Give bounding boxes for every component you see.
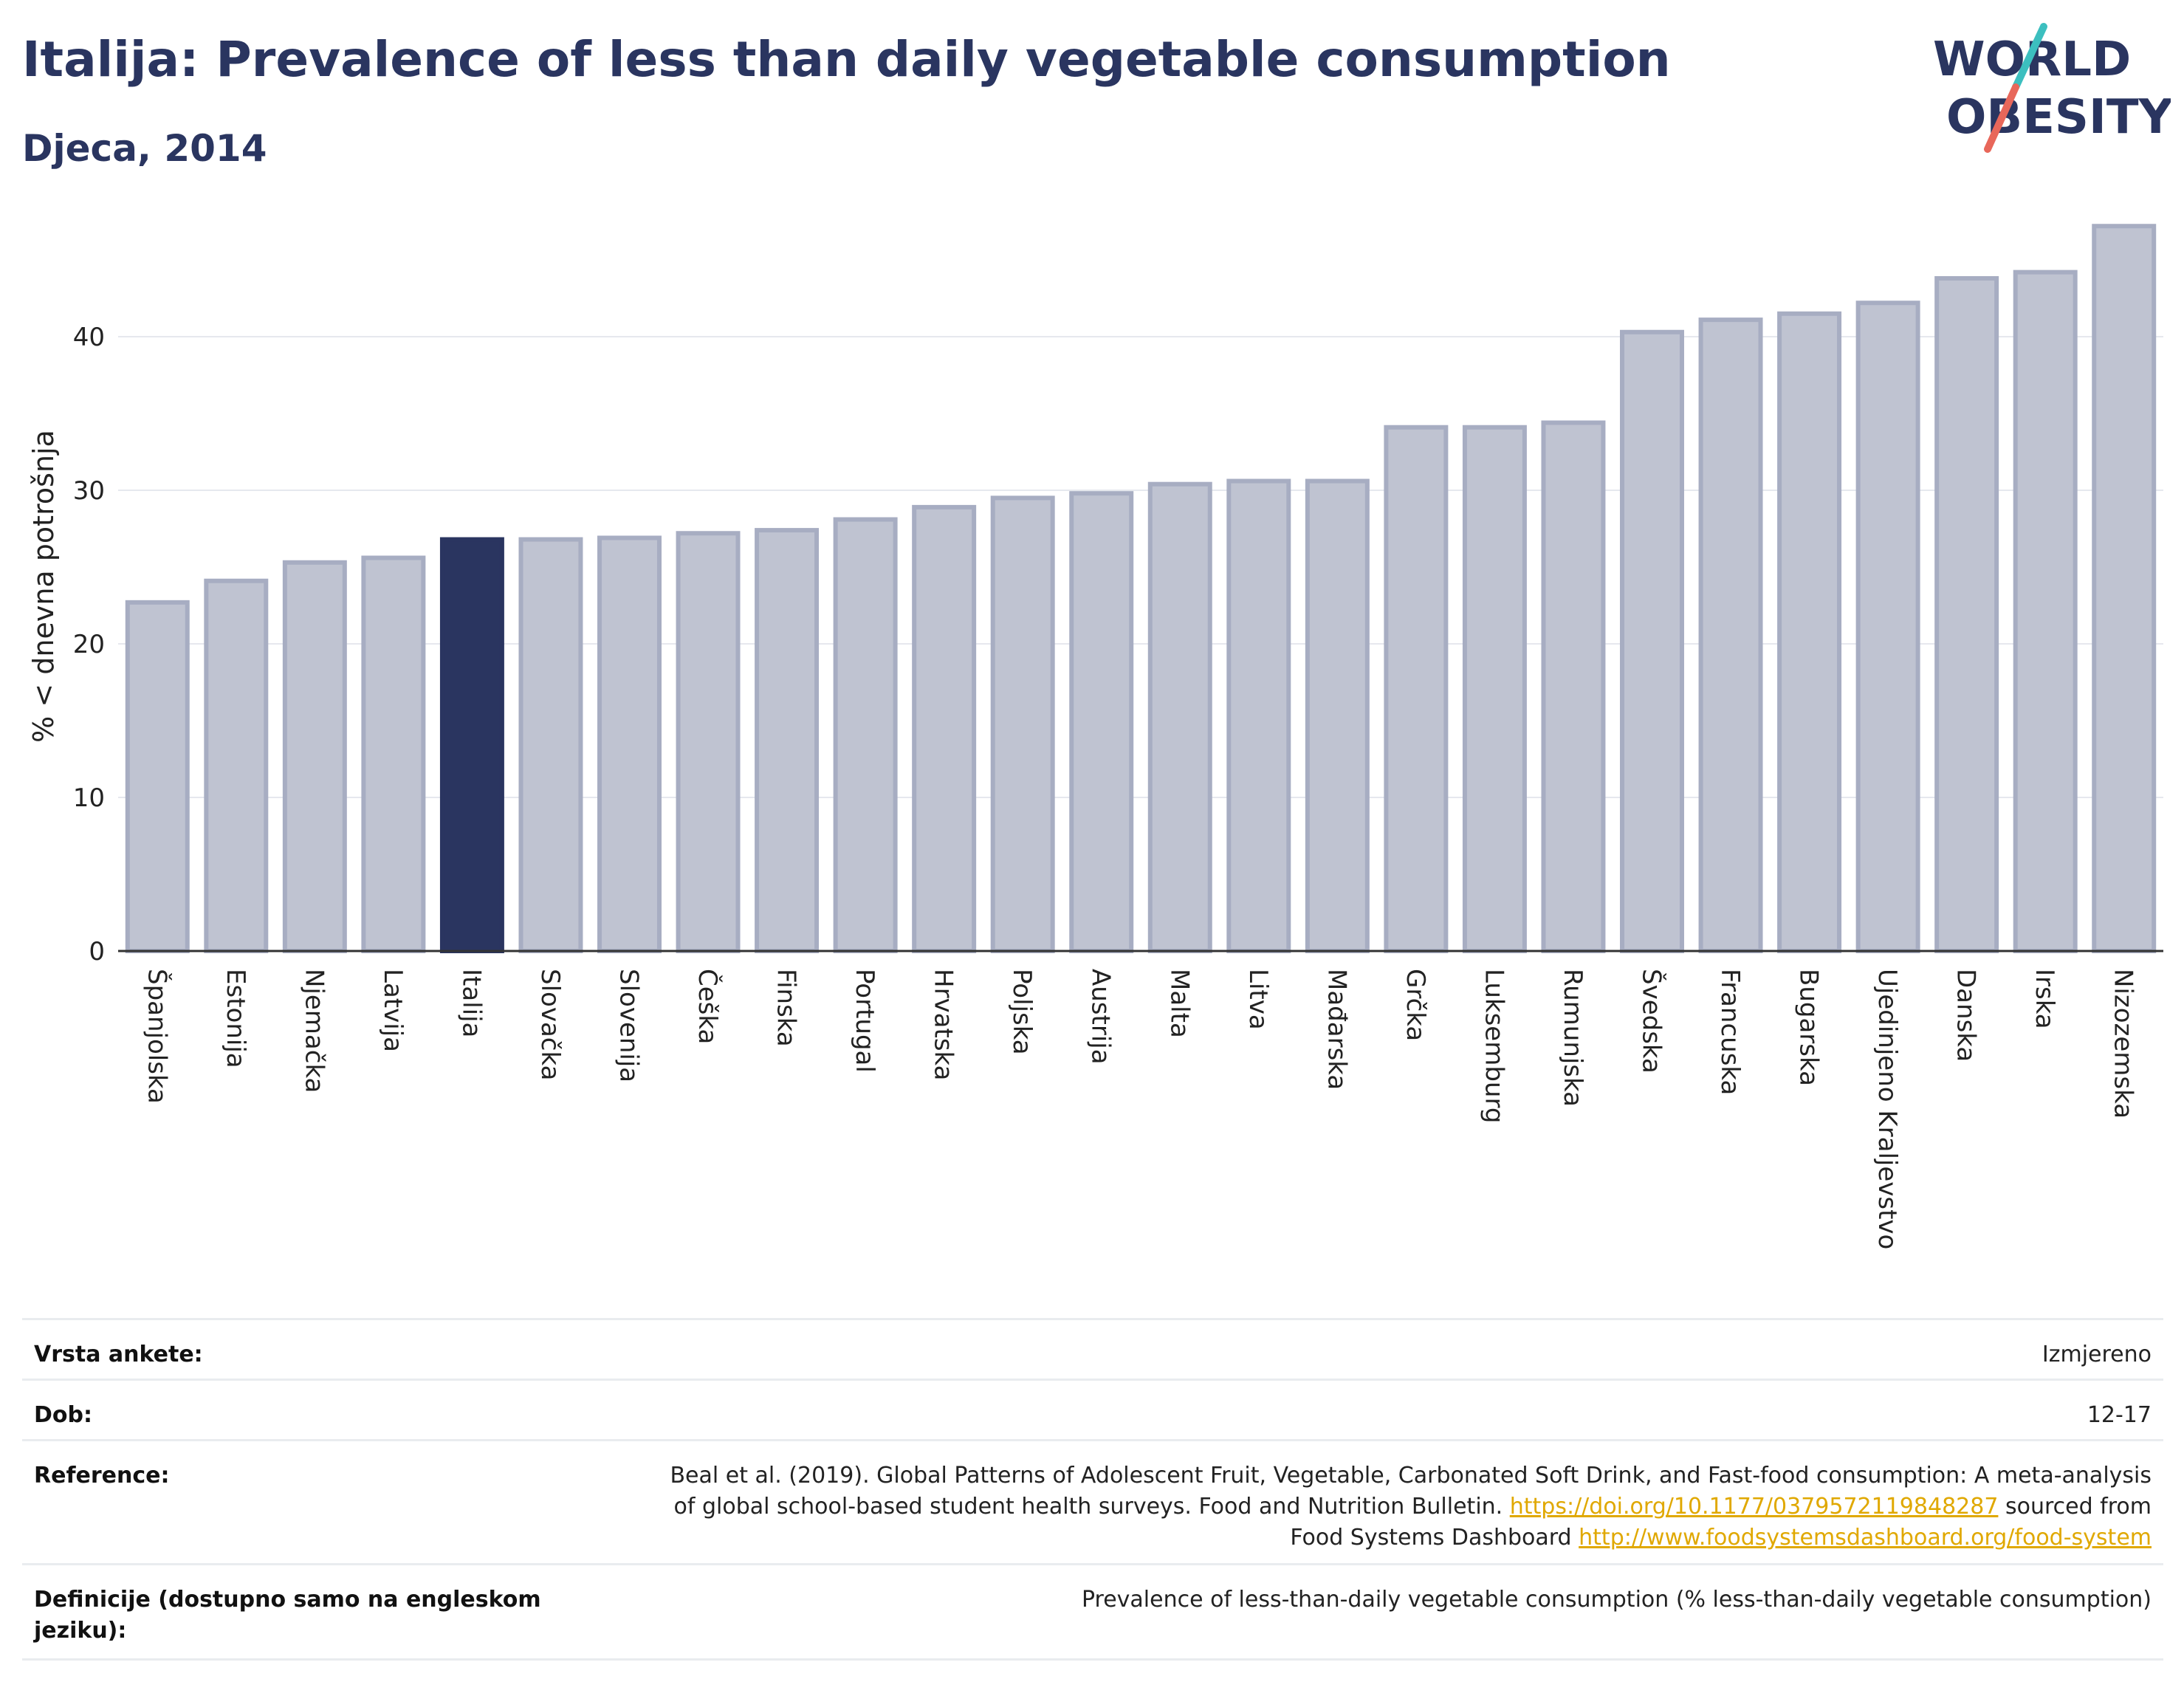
x-tick-label: Irska — [2030, 969, 2059, 1029]
x-tick-label: Njemačka — [299, 969, 329, 1093]
x-tick-label: Danska — [1951, 969, 1981, 1062]
y-axis-label: % < dnevna potrošnja — [27, 430, 60, 743]
doi-link[interactable]: https://doi.org/10.1177/0379572119848287 — [1509, 1494, 1999, 1520]
reference-label: Reference: — [34, 1463, 170, 1489]
y-tick-label: 30 — [73, 476, 105, 506]
survey-label: Vrsta ankete: — [34, 1342, 203, 1367]
logo-slash-teal — [2012, 23, 2047, 91]
bar — [439, 537, 504, 953]
bar — [1226, 478, 1291, 953]
y-tick-label: 10 — [73, 783, 105, 813]
x-tick-label: Finska — [772, 969, 801, 1047]
x-tick-label: Italija — [456, 969, 486, 1037]
bar — [1777, 311, 1842, 953]
y-tick-label: 40 — [73, 323, 105, 352]
bar-chart: 0 10 20 30 40 % < dnevna potrošnja Španjolska E… — [27, 224, 2163, 1249]
y-tick-label: 20 — [73, 630, 105, 659]
bar — [912, 504, 977, 953]
x-tick-label: Latvija — [378, 969, 408, 1052]
x-tick-label: Ujedinjeno Kraljevstvo — [1872, 969, 1902, 1249]
reference-line-2: of global school-based student health su… — [527, 1491, 2152, 1522]
meta-row-age: Dob: 12-17 — [22, 1379, 2163, 1441]
meta-row-reference: Reference: Beal et al. (2019). Global Pa… — [22, 1439, 2163, 1565]
bar — [1462, 425, 1527, 953]
x-tick-label: Slovačka — [535, 969, 565, 1080]
bar — [1855, 301, 1920, 953]
reference-line-3-text: Food Systems Dashboard — [1290, 1525, 1572, 1551]
x-tick-label: Francuska — [1715, 969, 1745, 1095]
reference-line-2-text: of global school-based student health su… — [673, 1494, 1503, 1520]
bar — [125, 600, 190, 954]
x-tick-label: Hrvatska — [929, 969, 958, 1080]
x-tick-label: Grčka — [1401, 969, 1430, 1041]
x-tick-label: Češka — [693, 969, 723, 1044]
page-subtitle: Djeca, 2014 — [22, 127, 267, 170]
age-label: Dob: — [34, 1402, 92, 1428]
age-value: 12-17 — [2087, 1402, 2152, 1428]
bar — [282, 560, 347, 953]
x-tick-label: Luksemburg — [1479, 969, 1508, 1123]
x-tick-label: Švedska — [1637, 969, 1667, 1074]
bar — [755, 528, 820, 953]
bar — [2013, 269, 2078, 953]
bar — [676, 531, 741, 953]
x-tick-label: Španjolska — [142, 969, 172, 1104]
x-tick-label: Estonija — [221, 969, 250, 1068]
x-tick-label: Austrija — [1086, 969, 1116, 1065]
bar — [518, 537, 583, 953]
x-tick-label: Mađarska — [1322, 969, 1351, 1090]
x-tick-label: Nizozemska — [2109, 969, 2138, 1119]
reference-line-2-suffix: sourced from — [2005, 1494, 2152, 1520]
meta-row-definition: Definicije (dostupno samo na engleskom j… — [22, 1563, 2163, 1661]
bar — [1147, 481, 1212, 953]
definition-label: Definicije (dostupno samo na engleskom j… — [34, 1587, 541, 1644]
x-tick-label: Rumunjska — [1558, 969, 1587, 1107]
bar — [1698, 317, 1763, 953]
bar — [1541, 420, 1606, 953]
bar — [1305, 478, 1370, 953]
bar — [204, 578, 269, 953]
x-tick-label: Litva — [1243, 969, 1273, 1030]
y-tick-label: 0 — [89, 937, 105, 967]
bar — [833, 517, 898, 953]
bar — [1620, 329, 1684, 953]
definition-value: Prevalence of less-than-daily vegetable … — [1081, 1587, 2152, 1613]
bar — [1934, 275, 1999, 953]
x-tick-label: Malta — [1164, 969, 1194, 1038]
bar — [1384, 425, 1449, 953]
x-tick-label: Poljska — [1007, 969, 1037, 1055]
bar — [597, 535, 662, 953]
reference-line-3: Food Systems Dashboard http://www.foodsy… — [527, 1522, 2152, 1553]
bar — [2092, 224, 2157, 953]
reference-line-1: Beal et al. (2019). Global Patterns of A… — [670, 1463, 2152, 1489]
meta-row-survey: Vrsta ankete: Izmjereno — [22, 1318, 2163, 1381]
metadata-table: Vrsta ankete: Izmjereno Dob: 12-17 Refer… — [22, 1318, 2163, 1665]
page-title: Italija: Prevalence of less than daily v… — [22, 31, 1671, 88]
bar — [361, 555, 426, 953]
food-systems-link[interactable]: http://www.foodsystemsdashboard.org/food… — [1579, 1525, 2152, 1551]
x-tick-label: Bugarska — [1794, 969, 1824, 1086]
survey-value: Izmjereno — [2042, 1342, 2152, 1367]
world-obesity-logo: WORLD OBESITY — [1933, 23, 2171, 153]
bar — [1069, 491, 1134, 953]
bar — [990, 495, 1055, 953]
reference-value: Beal et al. (2019). Global Patterns of A… — [527, 1460, 2152, 1553]
logo-word-obesity: OBESITY — [1946, 90, 2171, 145]
x-tick-label: Portugal — [850, 969, 879, 1073]
logo-slash-red — [1984, 83, 2019, 153]
x-tick-label: Slovenija — [614, 969, 644, 1082]
